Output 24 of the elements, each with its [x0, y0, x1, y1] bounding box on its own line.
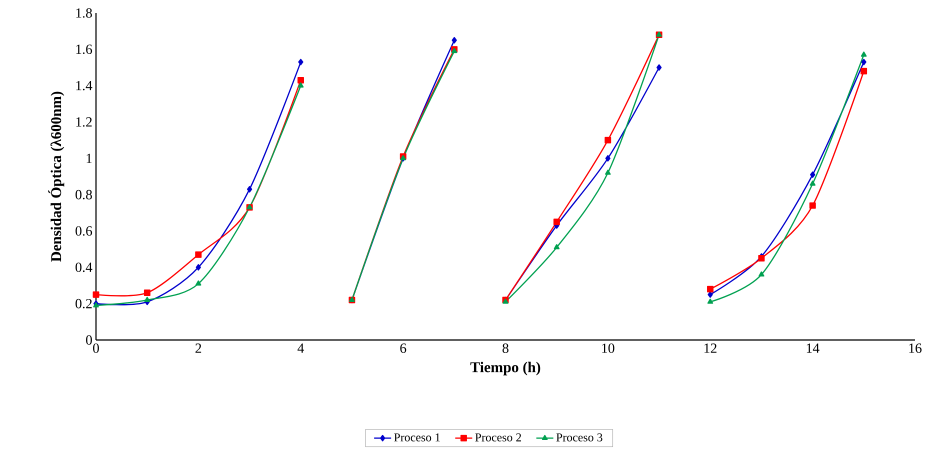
y-tick-label: 0.2: [76, 298, 92, 308]
y-tick-label: 1.6: [76, 44, 92, 54]
y-tick-label: 0.8: [76, 190, 92, 200]
x-tick-label: 0: [93, 344, 99, 353]
x-tick-label: 10: [602, 344, 614, 353]
x-axis-title: Tiempo (h): [470, 362, 540, 376]
y-tick-label: 1: [86, 154, 92, 163]
legend-label: Proceso 3: [556, 433, 602, 442]
x-tick-label: 14: [806, 344, 820, 353]
x-tick-label: 16: [909, 344, 922, 353]
x-tick-label: 8: [502, 344, 508, 353]
legend-label: Proceso 1: [394, 433, 440, 442]
legend-label: Proceso 2: [475, 433, 522, 442]
y-axis-title: Densidad Óptica (λ600nm): [48, 92, 64, 262]
x-tick-label: 4: [298, 344, 304, 353]
y-tick-label: 0.6: [76, 226, 92, 236]
y-tick-label: 0.4: [76, 262, 92, 272]
y-tick-label: 1.8: [76, 8, 92, 18]
y-tick-label: 0: [86, 335, 92, 345]
y-tick-label: 1.4: [76, 80, 92, 90]
x-tick-label: 2: [196, 344, 202, 353]
x-tick-label: 12: [704, 344, 716, 353]
y-tick-label: 1.2: [76, 117, 92, 127]
x-tick-label: 6: [400, 344, 406, 353]
